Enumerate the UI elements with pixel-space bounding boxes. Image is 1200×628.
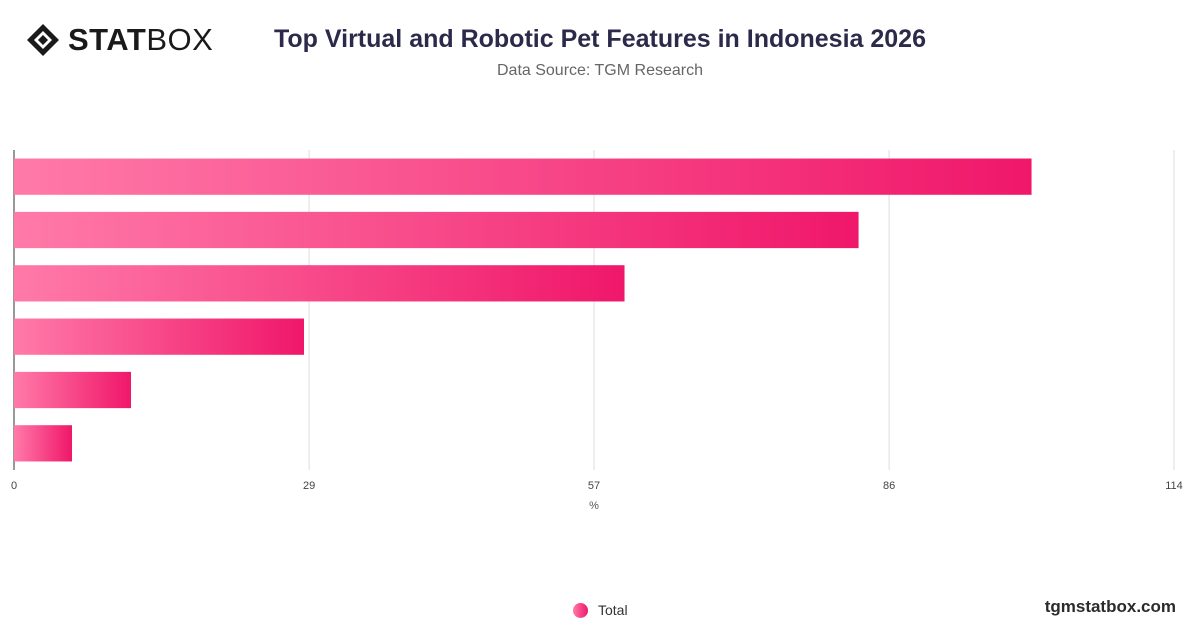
x-tick-labels: 0 29 57 86 114 (11, 480, 1183, 492)
x-tick-label: 86 (883, 480, 895, 492)
statbox-logo-icon (27, 24, 59, 56)
bar-3[interactable] (14, 265, 625, 302)
logo-stat: STAT (68, 22, 147, 57)
grid-lines (13, 150, 1175, 470)
bar-6[interactable] (14, 425, 72, 462)
logo-wordmark: STATBOX (68, 22, 213, 58)
chart-title: Top Virtual and Robotic Pet Features in … (274, 25, 926, 53)
x-axis-title: % (589, 500, 599, 512)
brand-logo: STATBOX (26, 22, 213, 58)
x-tick-label: 0 (11, 480, 17, 492)
x-tick-label: 57 (588, 480, 600, 492)
site-url: tgmstatbox.com (1044, 597, 1176, 616)
bar-2[interactable] (14, 211, 859, 249)
bars-group (14, 158, 1032, 462)
legend-marker-icon (573, 602, 588, 618)
bar-4[interactable] (14, 318, 304, 355)
logo-box: BOX (146, 22, 214, 57)
legend-label-total: Total (598, 602, 628, 618)
x-tick-label: 29 (303, 480, 315, 492)
legend[interactable]: Total (573, 602, 628, 618)
bar-1[interactable] (14, 158, 1032, 195)
x-tick-label: 114 (1165, 480, 1183, 492)
bar-5[interactable] (14, 371, 132, 409)
chart-subtitle: Data Source: TGM Research (496, 62, 703, 79)
